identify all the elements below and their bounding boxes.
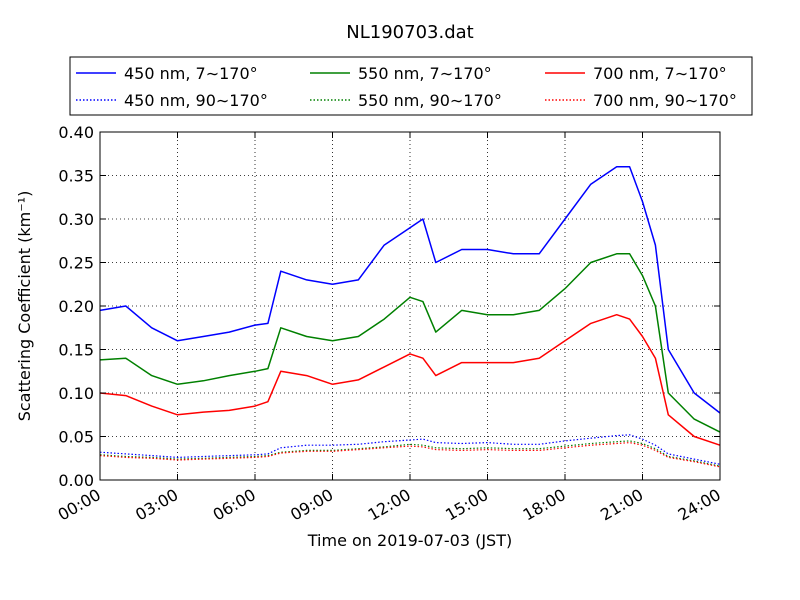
y-tick-label: 0.05 xyxy=(58,428,94,447)
legend-label-3: 550 nm, 7∼170° xyxy=(358,64,492,83)
legend: 450 nm, 7∼170° 550 nm, 7∼170° 700 nm, 7∼17… xyxy=(69,56,753,116)
y-tick-label: 0.15 xyxy=(58,341,94,360)
y-axis-label: Scattering Coefficient (km⁻¹) xyxy=(15,191,34,422)
y-tick-label: 0.00 xyxy=(58,471,94,490)
chart-title: NL190703.dat xyxy=(346,22,473,43)
y-tick-label: 0.35 xyxy=(58,167,94,186)
plot-area xyxy=(99,131,721,481)
series-line-6 xyxy=(99,442,721,468)
x-axis-label: Time on 2019-07-03 (JST) xyxy=(307,531,512,550)
legend-box xyxy=(69,56,753,116)
y-tick-label: 0.25 xyxy=(58,254,94,273)
legend-label-1: 450 nm, 7∼170° xyxy=(124,64,258,83)
series-line-4 xyxy=(99,440,721,467)
legend-label-6: 700 nm, 90∼170° xyxy=(593,91,737,110)
y-tick-label: 0.20 xyxy=(58,297,94,316)
series-line-5 xyxy=(99,313,721,446)
y-tick-label: 0.40 xyxy=(58,123,94,142)
legend-label-4: 550 nm, 90∼170° xyxy=(358,91,502,110)
y-tick-label: 0.10 xyxy=(58,384,94,403)
legend-label-5: 700 nm, 7∼170° xyxy=(593,64,727,83)
series-line-3 xyxy=(99,253,721,433)
y-tick-label: 0.30 xyxy=(58,210,94,229)
series-line-1 xyxy=(99,166,721,414)
legend-label-2: 450 nm, 90∼170° xyxy=(124,91,268,110)
